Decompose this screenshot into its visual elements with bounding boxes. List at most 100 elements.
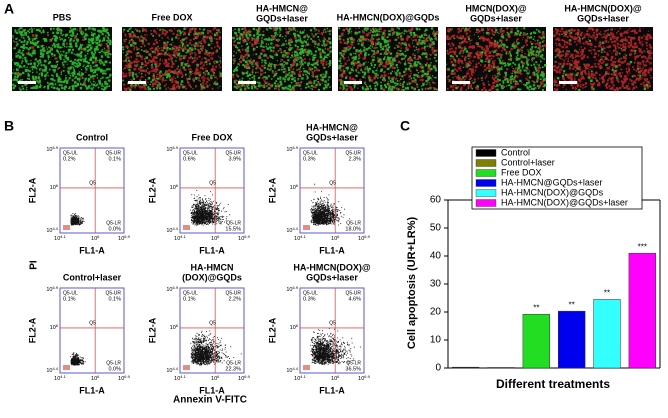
quadrant-name: Q5-LR — [226, 360, 241, 366]
green-cells — [232, 27, 332, 91]
plot-title: HA-HMCN — [191, 262, 234, 272]
green-cells — [338, 27, 438, 92]
tick-exp: 6 — [56, 323, 59, 328]
tick-exp: 4.1 — [60, 234, 66, 239]
y-tick-label: 104.4 — [46, 226, 58, 234]
tick-exp: 6.9 — [52, 145, 58, 150]
tick-base: 10 — [238, 376, 244, 382]
tick-exp: 6.9 — [172, 145, 178, 150]
bar — [557, 310, 586, 369]
event-dots — [310, 328, 361, 366]
quadrant-name: Q5-UL — [63, 150, 78, 156]
image-title: HA-HMCN(DOX)@GQDs — [337, 12, 440, 22]
plot-title: Control+laser — [63, 272, 122, 282]
axis-label: Annexin V-FITC — [173, 395, 247, 406]
plot-y-label: FL2-A — [267, 177, 277, 203]
tick-base: 10 — [294, 376, 300, 382]
plot-title: HA-HMCN(DOX)@ — [293, 262, 370, 272]
tick-exp: 6.9 — [124, 374, 130, 379]
significance: ** — [569, 300, 575, 309]
scale-bar — [559, 81, 577, 84]
event-dots — [70, 352, 86, 366]
y-tick-label: 40 — [430, 251, 442, 262]
plot-y-label: FL2-A — [267, 317, 277, 343]
legend-label: HA-HMCN@GQDs+laser — [501, 177, 602, 187]
gate-label: Q5 — [89, 320, 96, 326]
y-tick-label: 106.9 — [286, 285, 298, 293]
plot-frame — [59, 287, 125, 374]
y-tick-label: 104.4 — [286, 226, 298, 234]
red-cells — [553, 27, 653, 92]
quadrant-value: 0.1% — [108, 156, 121, 162]
tick-exp: 4.1 — [180, 234, 186, 239]
legend-swatch — [475, 169, 497, 177]
event-dots-dense — [303, 225, 310, 230]
tick-exp: 6 — [296, 323, 299, 328]
tick-base: 10 — [118, 376, 124, 382]
plot-title: Free DOX — [191, 132, 232, 142]
quadrant-name: Q5-UR — [225, 290, 241, 296]
plot-title: GQDs+laser — [306, 272, 358, 282]
x-tick-label: 106 — [211, 374, 220, 382]
gate-label: Q5 — [209, 180, 216, 186]
tick-base: 10 — [170, 325, 176, 331]
tick-exp: 6.9 — [52, 285, 58, 290]
quadrant-name: Q5-UR — [105, 150, 121, 156]
image-title: Free DOX — [151, 12, 192, 22]
x-tick-label: 106 — [331, 234, 340, 242]
legend-label: Free DOX — [501, 167, 542, 177]
tick-base: 10 — [46, 287, 52, 293]
event-dots — [190, 190, 231, 226]
green-cells — [12, 27, 112, 91]
tick-exp: 6 — [97, 374, 100, 379]
quadrant-name: Q5-LR — [346, 360, 361, 366]
legend-box — [471, 146, 643, 210]
x-tick-label: 106 — [331, 374, 340, 382]
tick-base: 10 — [331, 236, 337, 242]
x-tick-label: 104.1 — [294, 234, 306, 242]
quadrant-value: 18.0% — [345, 226, 361, 232]
x-tick-label: 106 — [211, 234, 220, 242]
image-title: GQDs+laser — [470, 13, 522, 23]
tick-base: 10 — [290, 325, 296, 331]
tick-exp: 4.4 — [52, 366, 58, 371]
quadrant-name: Q5-UL — [303, 150, 318, 156]
tick-base: 10 — [286, 228, 292, 234]
gate-label: Q5 — [209, 320, 216, 326]
red-cells — [232, 27, 332, 92]
event-dots-dense — [183, 225, 190, 230]
tick-exp: 6.9 — [124, 234, 130, 239]
legend-swatch — [475, 199, 497, 207]
gate-label: Q5 — [329, 180, 336, 186]
quadrant-name: Q5-LR — [106, 360, 121, 366]
tick-exp: 4.4 — [52, 226, 58, 231]
x-tick-label: 104.1 — [54, 234, 66, 242]
y-tick-label: 104.4 — [166, 226, 178, 234]
y-tick-label: 106 — [170, 183, 179, 191]
tick-base: 10 — [174, 376, 180, 382]
quadrant-name: Q5-UL — [183, 290, 198, 296]
tick-exp: 4.4 — [292, 226, 298, 231]
quadrant-value: 0.0% — [108, 226, 121, 232]
tick-exp: 6 — [217, 374, 220, 379]
tick-exp: 6.9 — [364, 234, 370, 239]
tick-exp: 4.4 — [172, 366, 178, 371]
bar — [628, 252, 657, 369]
quadrant-value: 15.5% — [225, 226, 241, 232]
panel-label: A — [4, 1, 14, 17]
event-dots-dense — [63, 225, 70, 230]
plot-frame — [299, 147, 365, 234]
quadrant-value: 0.3% — [303, 156, 316, 162]
legend-swatch — [475, 189, 497, 197]
plot-x-label: FL1-A — [199, 385, 225, 395]
green-cells — [554, 29, 649, 92]
x-tick-label: 104.1 — [54, 374, 66, 382]
tick-base: 10 — [211, 236, 217, 242]
event-dots-dense — [63, 365, 70, 370]
tick-base: 10 — [50, 325, 56, 331]
y-tick-label: 106.9 — [286, 145, 298, 153]
tick-base: 10 — [294, 236, 300, 242]
y-tick-label: 106 — [50, 183, 59, 191]
y-tick-label: 106.9 — [46, 285, 58, 293]
